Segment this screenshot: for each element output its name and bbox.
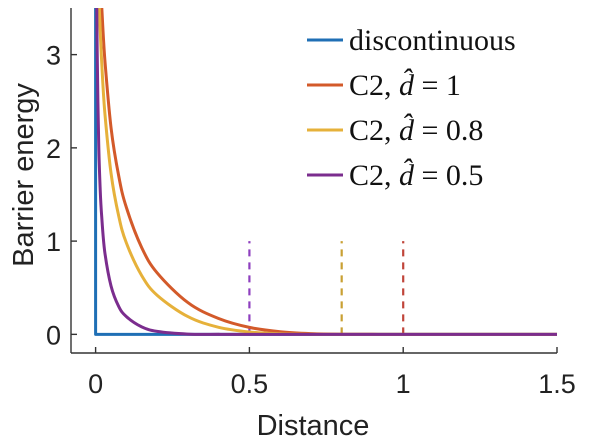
x-tick-label: 0.5: [231, 369, 269, 399]
x-tick-label: 1: [396, 369, 411, 399]
x-tick-label: 0: [88, 369, 103, 399]
legend-label: C2, d̂ = 0.8: [349, 113, 483, 147]
legend: discontinuous C2, d̂ = 1 C2, d̂ = 0.8 C2, d…: [307, 24, 516, 192]
y-tick-label: 1: [46, 227, 61, 257]
legend-dhat: d̂: [399, 158, 415, 192]
legend-dhat: d̂: [399, 68, 415, 102]
legend-label: C2, d̂ = 1: [349, 68, 461, 102]
y-axis-label: Barrier energy: [8, 83, 40, 267]
legend-label: C2, d̂ = 0.5: [349, 158, 483, 192]
legend-label: discontinuous: [349, 24, 516, 57]
legend-dhat: d̂: [399, 113, 415, 147]
y-ticks: 0 1 2 3: [46, 41, 77, 351]
x-ticks: 0 0.5 1 1.5: [88, 347, 576, 399]
x-tick-label: 1.5: [538, 369, 576, 399]
y-tick-label: 2: [46, 134, 61, 164]
threshold-lines: [249, 241, 403, 334]
x-axis-label: Distance: [257, 410, 370, 442]
y-tick-label: 0: [46, 320, 61, 350]
y-tick-label: 3: [46, 41, 61, 71]
